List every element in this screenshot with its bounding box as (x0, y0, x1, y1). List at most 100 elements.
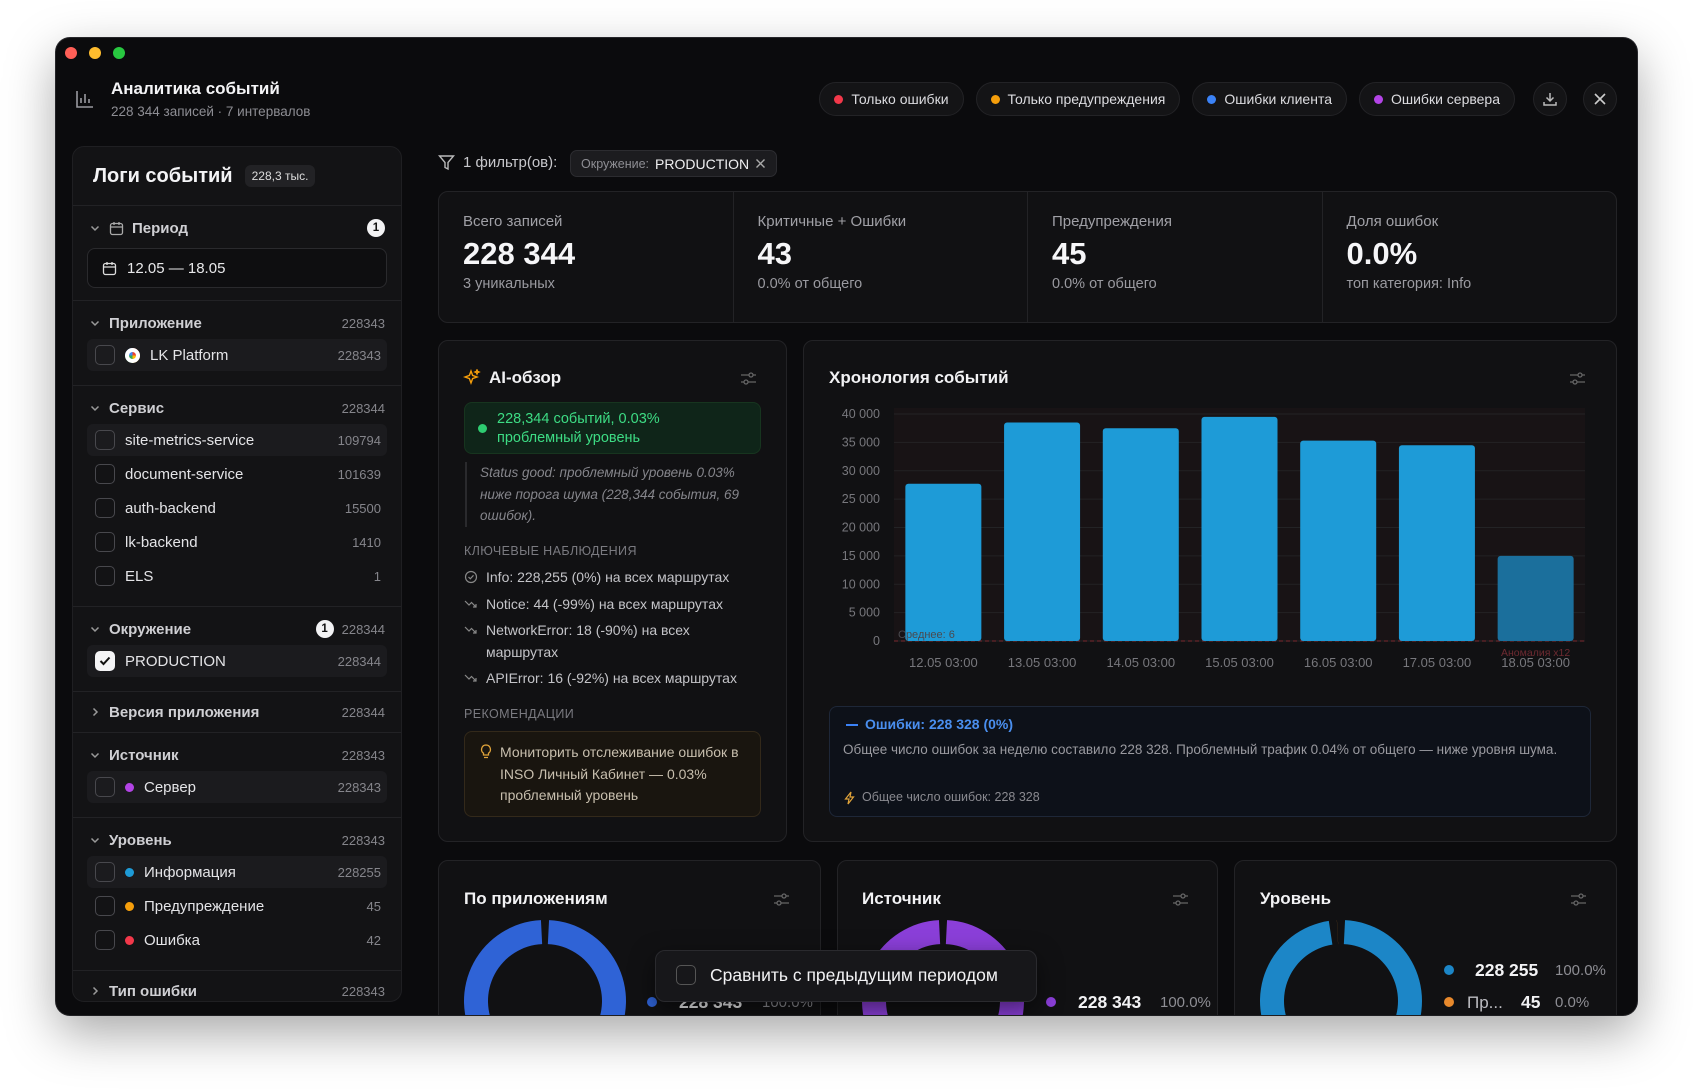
section-header[interactable]: Источник 228343 (73, 739, 401, 771)
checkbox[interactable] (95, 498, 115, 518)
chevron (90, 225, 100, 232)
chip-remove[interactable] (755, 158, 766, 169)
donut-segment (862, 920, 1024, 1015)
icon-part (844, 791, 855, 805)
section-header[interactable]: Период 1 (73, 212, 401, 244)
bar (1102, 428, 1179, 641)
legend-share: 100.0% (1555, 962, 1606, 979)
settings-knob (776, 900, 782, 906)
observation-text: Notice: 44 (-99%) на всех маршрутах (486, 595, 723, 612)
legend-dot (647, 997, 657, 1007)
filter-option[interactable]: Предупреждение 45 (87, 890, 387, 922)
icon-part (110, 221, 123, 228)
quick-filter-label: Ошибки клиента (1224, 91, 1332, 107)
checkbox[interactable] (95, 566, 115, 586)
icon-part (464, 626, 477, 634)
section-count: 228343 (341, 315, 385, 331)
icon-part (748, 372, 754, 378)
close-light[interactable] (65, 47, 77, 59)
trend-icon (464, 600, 477, 608)
date-input[interactable]: 12.05 — 18.05 (87, 248, 387, 288)
item-dot (125, 782, 134, 792)
icon-part (463, 369, 481, 386)
legend-dot (1046, 997, 1056, 1007)
section-count: 228343 (341, 747, 385, 763)
checkbox[interactable] (95, 345, 115, 365)
annotation: Среднее: 6 (898, 629, 955, 641)
quick-filter-label: Только предупреждения (1007, 91, 1166, 107)
legend-value: 45 (1521, 992, 1541, 1012)
settings-icon[interactable] (740, 370, 757, 387)
bar (905, 483, 982, 641)
legend-share: 100.0% (1160, 994, 1211, 1011)
filter-option[interactable]: lk-backend 1410 (87, 526, 387, 558)
checkbox[interactable] (95, 896, 115, 916)
checkbox[interactable] (95, 777, 115, 797)
icon-part (1543, 93, 1557, 106)
filter-option[interactable]: auth-backend 15500 (87, 492, 387, 524)
section-title: Источник (109, 746, 179, 764)
item-count: 228255 (337, 864, 381, 880)
quick-filter[interactable]: Только ошибки (819, 82, 964, 116)
filter-chip[interactable]: Окружение: PRODUCTION (570, 150, 778, 177)
checkbox[interactable] (95, 862, 115, 882)
item-count: 1410 (352, 534, 381, 550)
y-tick-label: 20 000 (842, 521, 880, 535)
filter-option[interactable]: LK Platform 228343 (87, 339, 387, 371)
settings-line (1173, 895, 1188, 904)
section-count: 228344 (341, 621, 385, 637)
item-count: 228344 (337, 653, 381, 669)
icon-part (90, 405, 100, 412)
filter-option[interactable]: document-service 101639 (87, 458, 387, 490)
item-count: 228343 (337, 347, 381, 363)
download-button[interactable] (1533, 82, 1567, 116)
zoom-light[interactable] (113, 47, 125, 59)
quick-filter[interactable]: Ошибки клиента (1192, 82, 1347, 116)
checkbox[interactable] (95, 651, 115, 671)
item-dot (125, 867, 134, 877)
quick-filter[interactable]: Только предупреждения (975, 82, 1181, 116)
checkbox[interactable] (95, 532, 115, 552)
icon-part (743, 379, 749, 385)
section-title: Период (132, 219, 188, 237)
item-label: lk-backend (125, 533, 198, 551)
checkbox[interactable] (95, 930, 115, 950)
observation-text: Info: 228,255 (0%) на всех маршрутах (486, 569, 730, 585)
section-count: 228343 (341, 832, 385, 848)
section-header[interactable]: Уровень 228343 (73, 824, 401, 856)
icon-part (90, 626, 100, 633)
compare-checkbox[interactable] (676, 965, 696, 985)
section-header[interactable]: Сервис 228344 (73, 392, 401, 424)
stat-note: топ категория: Info (1346, 276, 1472, 292)
checkbox[interactable] (95, 430, 115, 450)
settings-icon[interactable] (1569, 370, 1586, 387)
observation-text: NetworkError: 18 (-90%) на всех маршрута… (486, 622, 690, 660)
filter-option[interactable]: PRODUCTION 228344 (87, 645, 387, 677)
checkbox[interactable] (95, 464, 115, 484)
section-header[interactable]: Версия приложения 228344 (73, 696, 401, 728)
section-title: Окружение (109, 620, 192, 638)
stats-card: Всего записей 228 344 3 уникальных Критичны… (438, 191, 1617, 323)
level-title: Уровень (1260, 889, 1332, 908)
legend-value: 228 255 (1475, 960, 1539, 980)
item-label: Ошибка (144, 931, 200, 949)
section-header[interactable]: Приложение 228343 (73, 307, 401, 339)
section-header[interactable]: Окружение 1 228344 (73, 613, 401, 645)
filter-option[interactable]: site-metrics-service 109794 (87, 424, 387, 456)
minimize-light[interactable] (89, 47, 101, 59)
filter-option[interactable]: Сервер 228343 (87, 771, 387, 803)
observation: NetworkError: 18 (-90%) на всех маршрута… (464, 620, 739, 663)
quick-filter[interactable]: Ошибки сервера (1358, 82, 1515, 116)
close-button[interactable] (1583, 82, 1617, 116)
filter-option[interactable]: ELS 1 (87, 560, 387, 592)
filter-option[interactable]: Ошибка 42 (87, 924, 387, 956)
item-label: Информация (144, 863, 236, 881)
filter-option[interactable]: Информация 228255 (87, 856, 387, 888)
stat-value: 45 (1052, 236, 1087, 271)
chevron (90, 626, 100, 633)
icon-part (468, 574, 474, 580)
filter-section: Источник 228343 Сервер 228343 (73, 732, 401, 817)
section-header[interactable]: Тип ошибки 228343 (73, 975, 401, 1001)
settings-knob (1180, 893, 1186, 899)
